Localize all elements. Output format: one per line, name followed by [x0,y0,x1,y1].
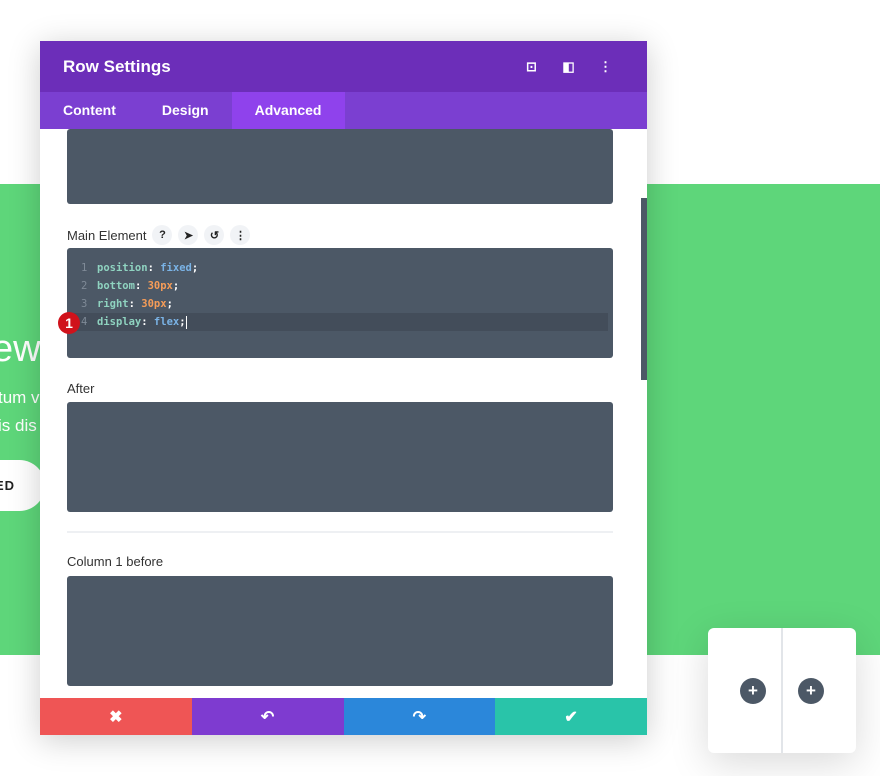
tab-bar: Content Design Advanced [40,92,647,129]
row-column-card: + + [708,628,856,753]
code-line-current: 1 4 display: flex; [58,312,608,334]
row-settings-modal: Row Settings ⊡ ◧ ⋮ Content Design Advanc… [40,41,647,735]
more-vertical-icon[interactable]: ⋮ [599,58,612,74]
help-icon[interactable]: ? [152,225,173,245]
main-element-code-editor[interactable]: 1 position: fixed; 2 bottom: 30px; 3 right:… [58,248,613,358]
add-module-button-2[interactable]: + [798,678,824,704]
focus-icon[interactable]: ⊡ [526,58,537,74]
code-line: 2 bottom: 30px; [81,280,180,292]
tab-advanced[interactable]: Advanced [231,92,345,129]
code-line: 3 right: 30px; [81,298,173,310]
text-cursor [185,315,187,329]
hero-text-1: tum v [0,388,40,407]
code-line: 1 position: fixed; [81,262,199,274]
save-button[interactable]: ✔ [495,698,647,735]
undo-button[interactable]: ↶ [191,698,344,735]
main-element-label: Main Element [67,227,147,243]
modal-title: Row Settings [63,56,171,76]
tab-design[interactable]: Design [161,102,209,118]
reset-icon[interactable]: ↺ [204,225,225,245]
cancel-button[interactable]: ✖ [40,698,192,735]
add-module-button-1[interactable]: + [740,678,766,704]
tab-content[interactable]: Content [63,102,116,118]
sidebar-toggle-icon[interactable]: ◧ [562,58,575,74]
divider [67,531,613,533]
modal-footer: ✖ ↶ ↷ ✔ [40,698,647,735]
before-css-textarea[interactable] [67,129,613,204]
scrollbar[interactable] [641,198,647,380]
after-css-textarea[interactable] [67,402,613,512]
after-label: After [67,381,95,396]
more-vertical-icon[interactable]: ⋮ [230,225,251,245]
modal-body: Main Element ? ➤ ↺ ⋮ 1 position: fixed; 2… [40,129,647,698]
modal-header: Row Settings ⊡ ◧ ⋮ [40,41,647,92]
hero-heading: ew [0,328,41,370]
main-element-label-row: Main Element ? ➤ ↺ ⋮ [67,225,251,245]
hero-button[interactable]: ED [0,460,45,511]
step-badge: 1 [58,312,80,334]
pointer-icon[interactable]: ➤ [178,225,199,245]
hero-text-2: is dis [0,416,37,435]
column1-before-label: Column 1 before [67,554,164,569]
column1-before-textarea[interactable] [67,576,613,686]
redo-button[interactable]: ↷ [343,698,496,735]
column-divider [781,628,783,753]
